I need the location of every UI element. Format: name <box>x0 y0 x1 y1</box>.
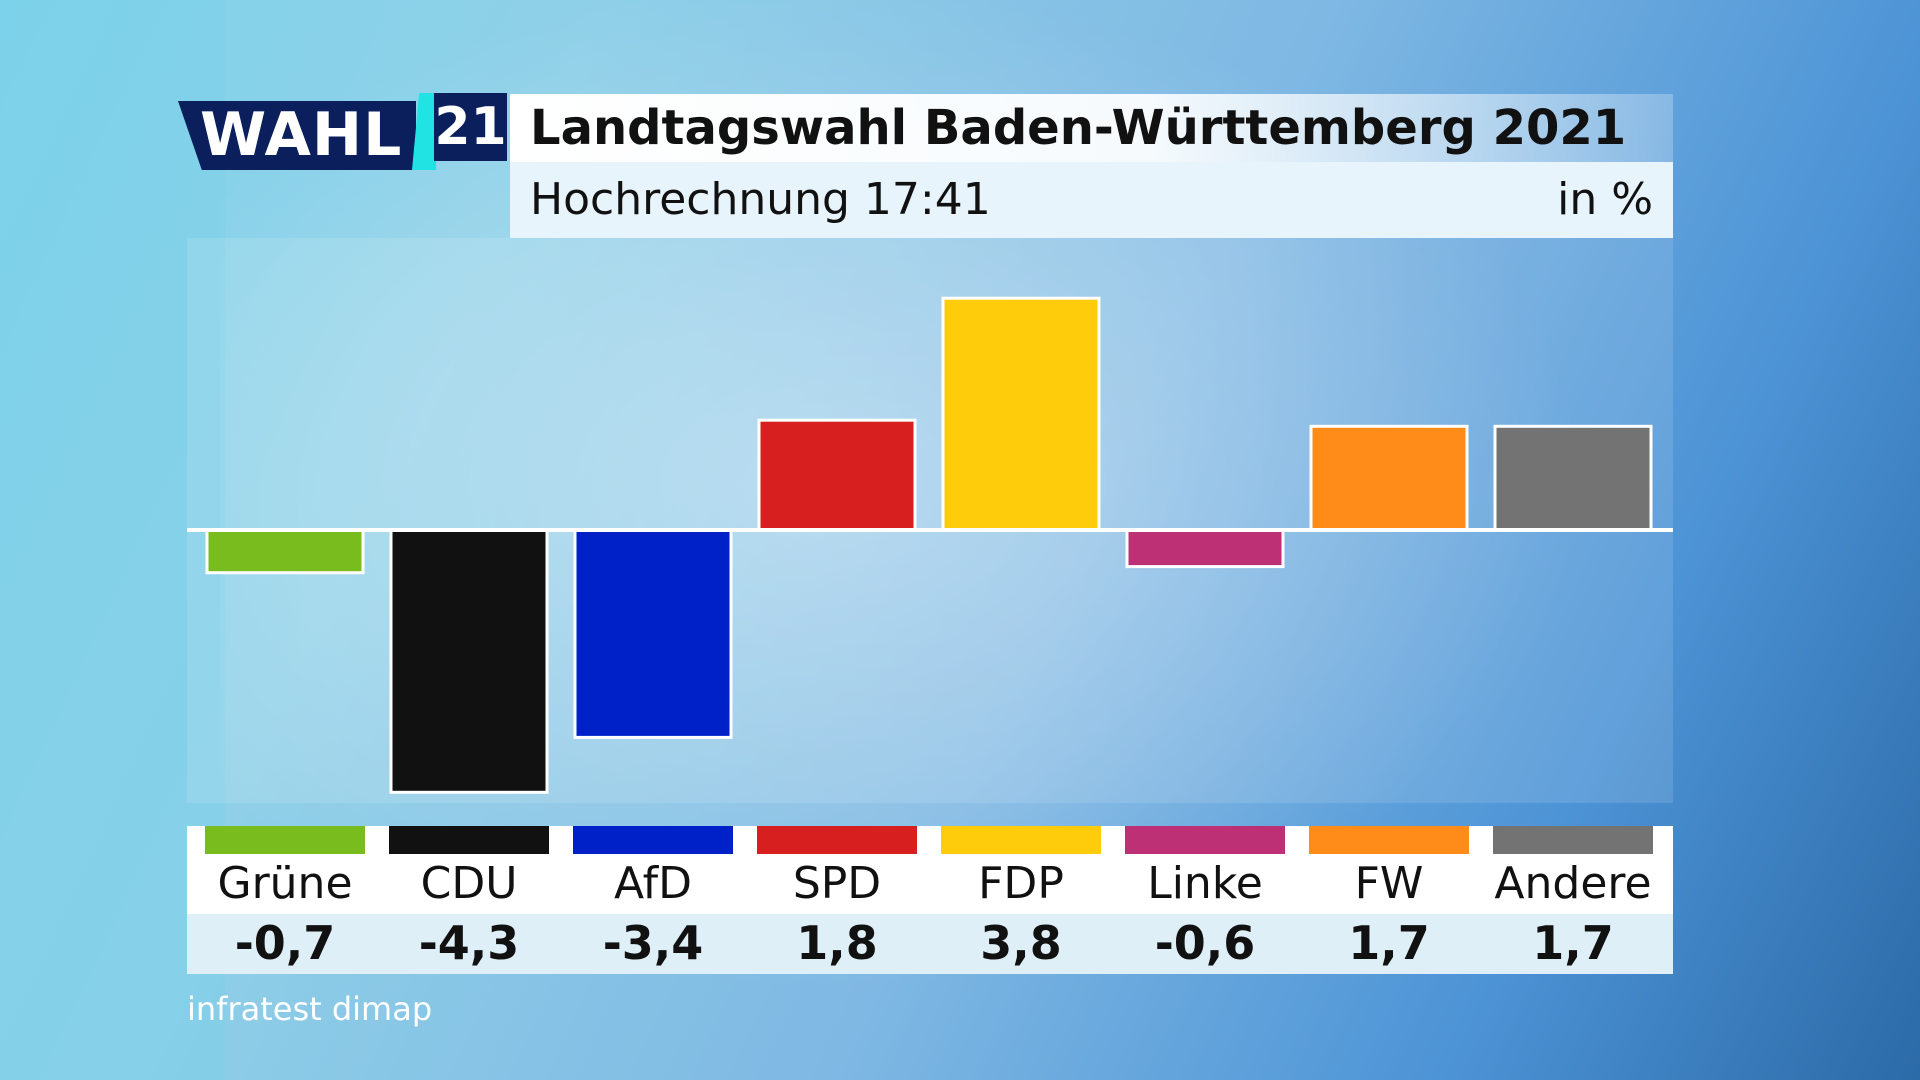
party-name: FDP <box>978 858 1064 909</box>
bar-grüne <box>205 528 365 575</box>
bar-spd <box>757 418 917 532</box>
legend-swatch <box>1125 826 1285 854</box>
legend-swatch <box>205 826 365 854</box>
legend-cell-fw: FW 1,7 <box>1309 826 1469 974</box>
bar-andere <box>1493 424 1653 532</box>
bar-fw <box>1309 424 1469 532</box>
legend-cell-linke: Linke -0,6 <box>1125 826 1285 974</box>
legend-cell-afd: AfD -3,4 <box>573 826 733 974</box>
bar-afd <box>573 528 733 739</box>
legend-swatch <box>1309 826 1469 854</box>
legend-swatch <box>573 826 733 854</box>
legend-cell-spd: SPD 1,8 <box>757 826 917 974</box>
chart-title: Landtagswahl Baden-Württemberg 2021 <box>530 100 1627 156</box>
party-name: SPD <box>792 858 882 909</box>
party-name: Grüne <box>217 858 353 909</box>
legend-cell-cdu: CDU -4,3 <box>389 826 549 974</box>
party-change-value: 1,7 <box>1532 916 1614 970</box>
party-change-value: 3,8 <box>980 916 1062 970</box>
legend-table: Grüne -0,7 CDU -4,3 AfD -3,4 SPD 1,8 FDP 3,8 Linke… <box>187 826 1673 974</box>
bar-linke <box>1125 528 1285 569</box>
unit-label: in % <box>1557 174 1653 225</box>
legend-cell-grüne: Grüne -0,7 <box>205 826 365 974</box>
party-name: CDU <box>420 858 518 909</box>
party-name: FW <box>1354 858 1424 909</box>
legend-cell-andere: Andere 1,7 <box>1493 826 1653 974</box>
bar-cdu <box>389 528 549 794</box>
bar-fdp <box>941 296 1101 532</box>
subtitle-bar: Hochrechnung 17:41 in % <box>510 162 1673 238</box>
legend-values-row <box>187 914 1673 974</box>
legend-swatch <box>941 826 1101 854</box>
legend-swatch <box>1493 826 1653 854</box>
bar-chart <box>187 296 1673 794</box>
party-change-value: -3,4 <box>602 916 704 970</box>
title-bar: Landtagswahl Baden-Württemberg 2021 <box>510 94 1673 162</box>
legend-cell-fdp: FDP 3,8 <box>941 826 1101 974</box>
source-label: infratest dimap <box>187 990 433 1028</box>
party-name: AfD <box>614 858 692 909</box>
legend-swatch <box>389 826 549 854</box>
party-name: Linke <box>1147 858 1263 909</box>
party-change-value: 1,8 <box>796 916 878 970</box>
chart-subtitle: Hochrechnung 17:41 <box>530 174 991 225</box>
legend-swatch <box>757 826 917 854</box>
party-change-value: -0,6 <box>1154 916 1256 970</box>
party-change-value: -4,3 <box>418 916 520 970</box>
wahl-logo: WAHL <box>178 101 416 170</box>
wahl-year-logo: 21 <box>434 93 507 161</box>
party-change-value: 1,7 <box>1348 916 1430 970</box>
party-change-value: -0,7 <box>234 916 336 970</box>
wahl-logo-text: WAHL <box>200 100 403 170</box>
party-name: Andere <box>1494 858 1652 909</box>
